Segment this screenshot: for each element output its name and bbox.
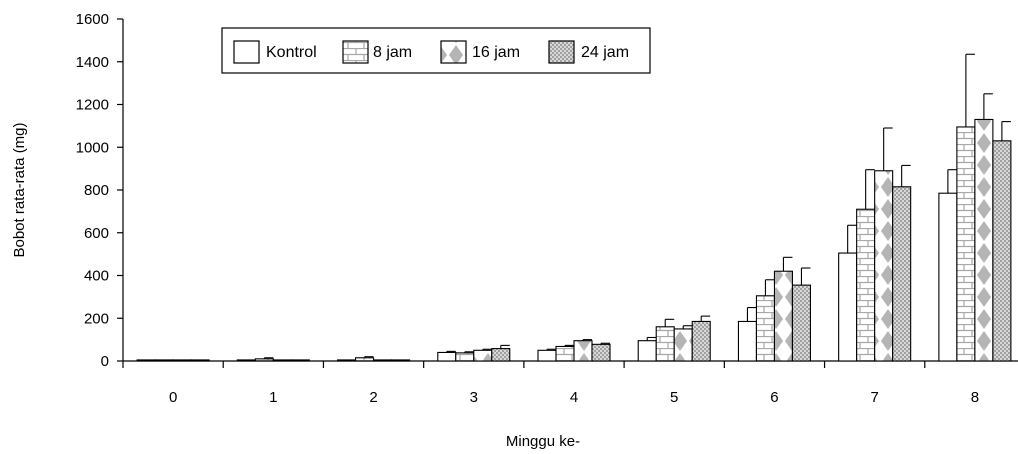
x-tick-label: 3 <box>470 389 478 406</box>
bar-kontrol-week-2 <box>337 359 357 362</box>
bar-8-jam-week-0 <box>154 359 174 362</box>
x-tick-label: 6 <box>770 389 778 406</box>
x-tick-label: 4 <box>570 389 578 406</box>
bar-kontrol-week-0 <box>136 359 156 362</box>
legend-swatch-24-jam <box>548 40 575 64</box>
bar-8-jam-week-7 <box>856 208 876 362</box>
x-tick-label: 1 <box>269 389 277 406</box>
bar-24-jam-week-3 <box>491 348 511 362</box>
x-tick-label: 7 <box>870 389 878 406</box>
bar-24-jam-week-0 <box>190 359 210 362</box>
legend-label-kontrol: Kontrol <box>266 44 317 61</box>
bar-16-jam-week-2 <box>373 359 393 362</box>
y-tick-label: 1400 <box>76 54 109 71</box>
bar-24-jam-week-7 <box>892 186 912 362</box>
bar-16-jam-week-1 <box>272 359 292 362</box>
bar-8-jam-week-5 <box>655 326 675 362</box>
x-tick-label: 2 <box>369 389 377 406</box>
bar-16-jam-week-3 <box>473 349 493 362</box>
bar-16-jam-week-8 <box>974 118 994 362</box>
y-tick-label: 1200 <box>76 97 109 114</box>
legend-swatch-16-jam <box>440 40 467 64</box>
y-tick-label: 1000 <box>76 139 109 156</box>
y-tick-label: 1600 <box>76 11 109 28</box>
legend-box <box>221 27 651 74</box>
bar-8-jam-week-2 <box>355 357 375 362</box>
legend-label-16-jam: 16 jam <box>472 44 520 61</box>
y-tick-label: 600 <box>84 225 109 242</box>
bar-24-jam-week-2 <box>391 359 411 362</box>
bar-kontrol-week-4 <box>537 349 557 362</box>
y-tick-label: 0 <box>101 353 109 370</box>
bar-kontrol-week-5 <box>637 340 657 362</box>
bar-kontrol-week-8 <box>938 192 958 362</box>
y-axis-title: Bobot rata-rata (mg) <box>11 122 28 257</box>
x-tick-label: 8 <box>971 389 979 406</box>
bar-16-jam-week-6 <box>773 270 793 362</box>
bar-8-jam-week-6 <box>755 295 775 362</box>
bar-kontrol-week-1 <box>236 359 256 362</box>
bar-8-jam-week-3 <box>455 352 475 362</box>
legend-swatch-kontrol <box>233 40 260 64</box>
y-tick-label: 400 <box>84 268 109 285</box>
legend-label-8-jam: 8 jam <box>373 44 412 61</box>
bar-24-jam-week-5 <box>691 320 711 362</box>
bar-8-jam-week-1 <box>254 358 274 362</box>
x-tick-label: 0 <box>169 389 177 406</box>
bar-16-jam-week-4 <box>573 340 593 362</box>
y-tick-label: 200 <box>84 310 109 327</box>
legend: Kontrol 8 jam 16 jam 24 jam <box>221 27 651 74</box>
bar-kontrol-week-3 <box>437 351 457 362</box>
legend-label-24-jam: 24 jam <box>581 44 629 61</box>
bar-8-jam-week-8 <box>956 126 976 362</box>
x-tick-label: 5 <box>670 389 678 406</box>
x-axis-title: Minggu ke- <box>506 433 580 450</box>
bar-24-jam-week-6 <box>791 284 811 362</box>
bar-kontrol-week-7 <box>838 252 858 362</box>
bar-16-jam-week-7 <box>874 170 894 362</box>
bar-kontrol-week-6 <box>737 320 757 362</box>
bar-8-jam-week-4 <box>555 345 575 362</box>
bar-24-jam-week-8 <box>992 140 1012 362</box>
legend-swatch-8-jam <box>342 40 369 64</box>
y-tick-label: 800 <box>84 182 109 199</box>
bar-16-jam-week-5 <box>673 328 693 362</box>
bar-24-jam-week-1 <box>290 359 310 362</box>
bar-16-jam-week-0 <box>172 359 192 362</box>
bar-24-jam-week-4 <box>591 343 611 362</box>
